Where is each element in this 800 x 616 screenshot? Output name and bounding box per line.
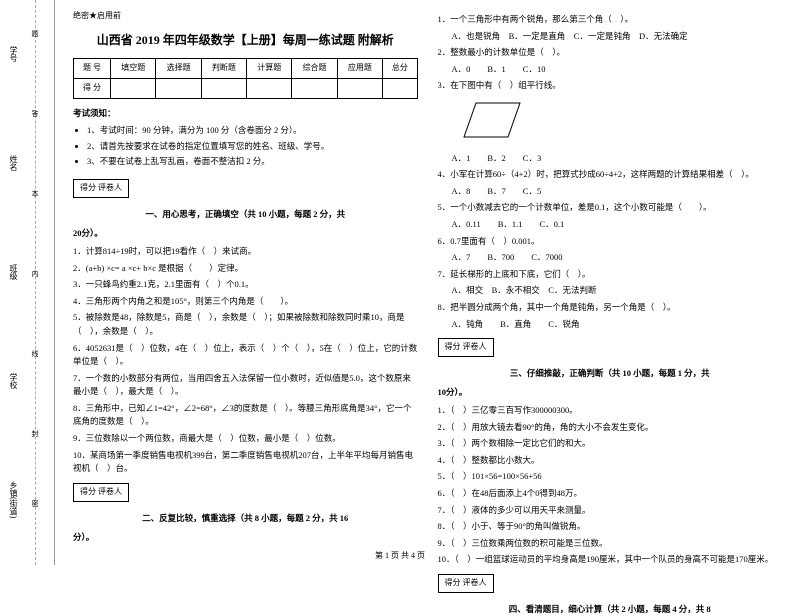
- q: 4．三角形两个内角之和是105°，则第三个内角是（ ）。: [73, 295, 418, 309]
- opts: A．8 B．7 C．5: [438, 185, 783, 199]
- th: 综合题: [292, 58, 337, 78]
- q: 6．（ ）在48后面添上4个0得到48万。: [438, 487, 783, 501]
- q: 3．一只蜂鸟约重2.1克，2.1里面有（ ）个0.1。: [73, 278, 418, 292]
- td: [247, 78, 292, 98]
- q: 7．延长梯形的上底和下底，它们（ ）。: [438, 268, 783, 282]
- q: 2．整数最小的计数单位是（ ）。: [438, 46, 783, 60]
- opts: A．也是锐角 B．一定是直角 C．一定是钝角 D．无法确定: [438, 30, 783, 44]
- content-area: 绝密★启用前 山西省 2019 年四年级数学【上册】每周一练试题 附解析 题 号…: [55, 0, 800, 565]
- q: 8．（ ）小于、等于90°的角叫做锐角。: [438, 520, 783, 534]
- left-margin: 学号 姓名 班级 学校 乡镇(街道) 题 答 本 内 线 封 密: [0, 0, 55, 565]
- score-table: 题 号 填空题 选择题 判断题 计算题 综合题 应用题 总分 得 分: [73, 58, 418, 99]
- opts: A．相交 B．永不相交 C．无法判断: [438, 284, 783, 298]
- td: [292, 78, 337, 98]
- q: 10．某商场第一季度销售电视机399台，第二季度销售电视机207台，上半年平均每…: [73, 449, 418, 476]
- table-row: 题 号 填空题 选择题 判断题 计算题 综合题 应用题 总分: [74, 58, 418, 78]
- part2-title2: 分）。: [73, 531, 418, 545]
- q: 5．被除数是48，除数是5，商是（ ），余数是（ ）；如果被除数和除数同时乘10…: [73, 311, 418, 338]
- table-row: 得 分: [74, 78, 418, 98]
- label-town: 乡镇(街道): [8, 479, 19, 520]
- dash-7: 密: [30, 500, 40, 507]
- q: 9．（ ）三位数乘两位数的积可能是三位数。: [438, 537, 783, 551]
- q: 2．(a+b) ×c= a ×c+ b×c 是根据（ ）定律。: [73, 262, 418, 276]
- th: 选择题: [156, 58, 201, 78]
- td: [337, 78, 382, 98]
- notice-item: 3、不要在试卷上乱写乱画，卷面不整洁扣 2 分。: [87, 155, 418, 169]
- grade-box: 得分 评卷人: [438, 574, 494, 593]
- q: 2．（ ）用放大镜去看90°的角，角的大小不会发生变化。: [438, 421, 783, 435]
- q: 5．（ ）101×56=100×56+56: [438, 470, 783, 484]
- q: 3．在下图中有（ ）组平行线。: [438, 79, 783, 93]
- q: 1．计算814÷19时，可以把19看作（ ）来试商。: [73, 245, 418, 259]
- opts: A．0.11 B．1.1 C．0.1: [438, 218, 783, 232]
- dash-6: 封: [30, 430, 40, 437]
- part2-title: 二、反复比较，慎重选择（共 8 小题，每题 2 分，共 16: [73, 512, 418, 526]
- q: 1．（ ）三亿零三百写作300000300。: [438, 404, 783, 418]
- q: 6．4052631是（ ）位数，4在（ ）位上，表示（ ）个（ ），5在（ ）位…: [73, 342, 418, 369]
- rhombus-icon: [458, 100, 528, 140]
- dash-4: 内: [30, 270, 40, 277]
- dash-1: 题: [30, 30, 40, 37]
- td: 得 分: [74, 78, 111, 98]
- q: 1．一个三角形中有两个锐角，那么第三个角（ ）。: [438, 13, 783, 27]
- q: 8．三角形中，已知∠1=42°，∠2=68°，∠3的度数是（ ）。等腰三角形底角…: [73, 402, 418, 429]
- opts: A．1 B．2 C．3: [438, 152, 783, 166]
- page-footer: 第 1 页 共 4 页: [0, 550, 800, 561]
- part1-title: 一、用心思考，正确填空（共 10 小题，每题 2 分，共: [73, 208, 418, 222]
- q: 3．（ ）两个数相除一定比它们的和大。: [438, 437, 783, 451]
- th: 总分: [383, 58, 417, 78]
- opts: A．0 B．1 C．10: [438, 63, 783, 77]
- dash-5: 线: [30, 350, 40, 357]
- dash-3: 本: [30, 190, 40, 197]
- label-school: 学校: [8, 371, 19, 391]
- part4-title: 四、看清题目，细心计算（共 2 小题，每题 4 分，共 8: [438, 603, 783, 616]
- td: [156, 78, 201, 98]
- opts: A．钝角 B．直角 C．锐角: [438, 318, 783, 332]
- part3-title2: 10分）。: [438, 386, 783, 400]
- seal-line: [35, 0, 36, 565]
- q: 9．三位数除以一个两位数，商最大是（ ）位数，最小是（ ）位数。: [73, 432, 418, 446]
- q: 6．0.7里面有（ ）0.001。: [438, 235, 783, 249]
- notice-title: 考试须知：: [73, 107, 418, 121]
- part3-title: 三、仔细推敲，正确判断（共 10 小题，每题 1 分，共: [438, 367, 783, 381]
- left-column: 绝密★启用前 山西省 2019 年四年级数学【上册】每周一练试题 附解析 题 号…: [63, 10, 428, 555]
- th: 计算题: [247, 58, 292, 78]
- q: 4．小军在计算60÷（4+2）时，把算式抄成60÷4+2，这样两题的计算结果相差…: [438, 168, 783, 182]
- td: [111, 78, 156, 98]
- exam-page: 学号 姓名 班级 学校 乡镇(街道) 题 答 本 内 线 封 密 绝密★启用前 …: [0, 0, 800, 565]
- right-column: 1．一个三角形中有两个锐角，那么第三个角（ ）。 A．也是锐角 B．一定是直角 …: [428, 10, 793, 555]
- secret-label: 绝密★启用前: [73, 10, 418, 23]
- q: 5．一个小数减去它的一个计数单位，差是0.1，这个小数可能是（ ）。: [438, 201, 783, 215]
- dash-2: 答: [30, 110, 40, 117]
- q: 8．把半圆分成两个角，其中一个角是钝角，另一个角是（ ）。: [438, 301, 783, 315]
- grade-box: 得分 评卷人: [73, 179, 129, 198]
- grade-box: 得分 评卷人: [438, 338, 494, 357]
- th: 题 号: [74, 58, 111, 78]
- opts: A．7 B．700 C．7000: [438, 251, 783, 265]
- th: 判断题: [201, 58, 246, 78]
- notice-item: 2、请首先按要求在试卷的指定位置填写您的姓名、班级、学号。: [87, 140, 418, 154]
- part1-title2: 20分）。: [73, 227, 418, 241]
- margin-labels: 学号 姓名 班级 学校 乡镇(街道): [8, 0, 19, 565]
- td: [383, 78, 417, 98]
- notice-list: 1、考试时间：90 分钟，满分为 100 分（含卷面分 2 分）。 2、请首先按…: [73, 124, 418, 169]
- label-id: 学号: [8, 44, 19, 64]
- q: 7．（ ）液体的多少可以用天平来测量。: [438, 504, 783, 518]
- label-class: 班级: [8, 262, 19, 282]
- exam-title: 山西省 2019 年四年级数学【上册】每周一练试题 附解析: [73, 31, 418, 50]
- grade-box: 得分 评卷人: [73, 483, 129, 502]
- th: 填空题: [111, 58, 156, 78]
- th: 应用题: [337, 58, 382, 78]
- td: [201, 78, 246, 98]
- q: 7．一个数的小数部分有两位，当用四舍五入法保留一位小数时，近似值是5.0，这个数…: [73, 372, 418, 399]
- notice-item: 1、考试时间：90 分钟，满分为 100 分（含卷面分 2 分）。: [87, 124, 418, 138]
- q: 4．（ ）整数都比小数大。: [438, 454, 783, 468]
- label-name: 姓名: [8, 153, 19, 173]
